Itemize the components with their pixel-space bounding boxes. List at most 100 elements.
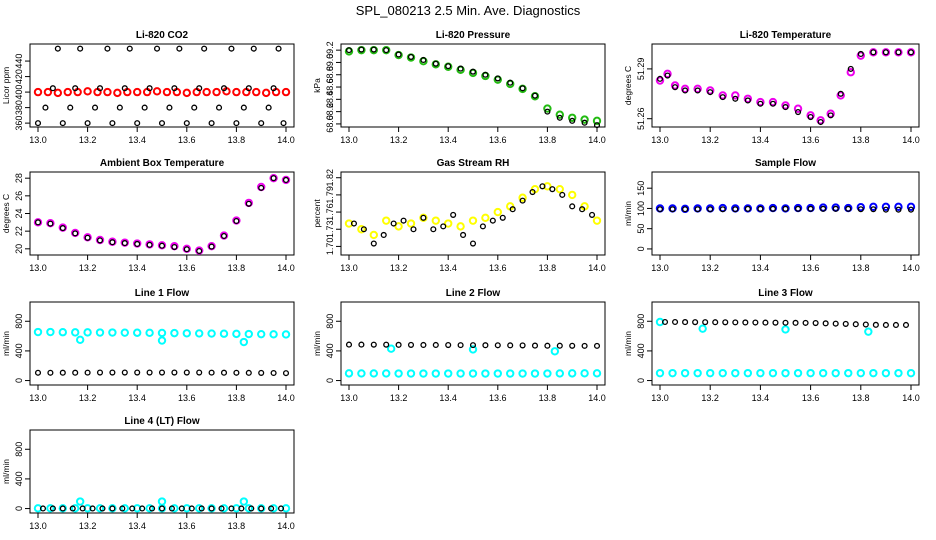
pressure-average-point — [593, 122, 601, 129]
line4-average-point — [188, 505, 195, 512]
co2-average-point — [208, 120, 215, 127]
line3-raw-point — [668, 368, 677, 378]
temperature-average-point — [782, 104, 789, 111]
co2-average-point — [77, 45, 84, 52]
rh-raw-point — [394, 222, 403, 231]
line4-average-point — [99, 505, 106, 512]
co2-average-point — [42, 104, 49, 111]
ambient-average-point — [158, 242, 166, 249]
ambient-average-point — [270, 175, 277, 182]
sample_flow-series-average — [656, 205, 915, 213]
line3-raw-point — [844, 368, 853, 378]
rh-raw-point — [518, 193, 527, 202]
co2-average-point — [104, 45, 111, 52]
pressure-ytick-label: 69.0 — [325, 54, 335, 72]
temperature-series-raw — [655, 48, 916, 125]
rh-average-point — [569, 203, 576, 210]
line1-raw-point — [257, 329, 266, 339]
line3-average-point — [702, 319, 709, 326]
line3-raw-point — [881, 368, 891, 378]
line3-xtick-label: 13.6 — [802, 393, 820, 403]
line2-raw-point — [456, 369, 465, 378]
co2-ytick-label: 440 — [14, 54, 24, 69]
line3-raw-point — [680, 368, 690, 378]
rh-average-point — [579, 206, 586, 213]
line1-xtick-label: 14.0 — [277, 393, 295, 403]
line3-average-point — [661, 318, 669, 326]
line2-raw-point — [382, 369, 391, 378]
co2-average-point — [265, 104, 272, 111]
line2-raw-point — [506, 369, 515, 378]
line2-average-point — [593, 342, 601, 349]
sample_flow-series-raw — [655, 202, 916, 214]
pressure-ytick-label: 68.2 — [325, 103, 335, 121]
line4-average-point — [49, 505, 56, 512]
temperature-raw-point — [846, 68, 855, 77]
co2-average-point — [183, 120, 190, 127]
line4-raw-point — [170, 504, 179, 513]
line1-raw-point — [281, 330, 291, 339]
line4-xtick-label: 13.0 — [29, 521, 47, 531]
temperature-raw-point — [781, 101, 790, 110]
temperature-xtick-label: 13.6 — [802, 135, 820, 145]
line3-ytick-label: 0 — [636, 378, 646, 383]
line4-xtick-label: 14.0 — [277, 521, 295, 531]
temperature-average-point — [757, 100, 764, 107]
panels: Li-820 CO2 Licor ppm 13.0 13.2 13.4 13.6 13.8 1… — [1, 30, 920, 531]
co2-average-point — [153, 45, 161, 52]
sample_flow-average-point — [656, 206, 664, 213]
line2-plot-frame — [340, 301, 606, 386]
temperature-average-point — [827, 112, 834, 119]
temperature-average-point — [882, 49, 889, 56]
line2-raw-point — [530, 369, 540, 378]
line2-raw-point — [344, 369, 354, 378]
co2-raw-point — [162, 87, 172, 97]
co2-ytick-label: 380 — [14, 100, 24, 115]
co2-series-raw — [33, 87, 291, 98]
ambient-average-point — [233, 217, 240, 225]
rh-average-point — [549, 186, 556, 193]
rh-raw-point — [444, 219, 453, 228]
pressure-average-point — [395, 51, 402, 58]
temperature-raw-point — [881, 48, 891, 57]
line1-raw-point — [170, 328, 179, 338]
ambient-average-point — [183, 246, 190, 253]
line2-xtick-label: 13.8 — [539, 393, 557, 403]
pressure-ylabel: kPa — [312, 78, 322, 93]
co2-average-point — [96, 85, 104, 92]
rh-average-point — [539, 183, 546, 190]
line4-average-point — [178, 505, 185, 512]
line1-average-point — [158, 369, 166, 376]
pressure-ytick-label: 68.0 — [325, 115, 335, 133]
line4-xtick-label: 13.6 — [178, 521, 196, 531]
ambient-xtick-label: 13.0 — [29, 263, 47, 273]
co2-xtick-label: 13.4 — [128, 135, 146, 145]
line4-xtick-label: 13.4 — [128, 521, 146, 531]
pressure-raw-point — [543, 104, 552, 113]
ambient-xtick-label: 14.0 — [277, 263, 295, 273]
line3-raw-point — [856, 368, 865, 378]
line4-ytick-label: 800 — [14, 442, 24, 457]
rh-average-point — [420, 214, 427, 221]
pressure-raw-point — [382, 45, 391, 55]
line3-average-point — [712, 319, 719, 326]
line1-raw-point — [46, 327, 55, 337]
panel-line2: Line 2 Flow ml/min 13.0 13.2 13.4 13.6 13.8 14.… — [312, 288, 606, 403]
rh-average-point — [479, 223, 486, 230]
temperature-raw-point — [693, 84, 702, 94]
co2-average-point — [245, 85, 252, 92]
line2-average-point — [494, 342, 501, 349]
pressure-plot-frame — [340, 43, 606, 128]
pressure-average-point — [494, 75, 501, 82]
line1-raw-point — [239, 337, 249, 347]
panel-temperature: Li-820 Temperature degrees C 13.0 13.2 13.4 1… — [623, 30, 920, 145]
line4-average-point — [198, 505, 205, 512]
ambient-ylabel: degrees C — [1, 194, 11, 233]
co2-average-point — [258, 120, 265, 127]
rh-average-point — [410, 226, 417, 233]
line1-average-point — [47, 369, 54, 376]
temperature-average-point — [847, 65, 854, 72]
line2-raw-point — [481, 369, 490, 378]
line1-average-point — [109, 369, 116, 376]
temperature-raw-point — [906, 48, 916, 57]
